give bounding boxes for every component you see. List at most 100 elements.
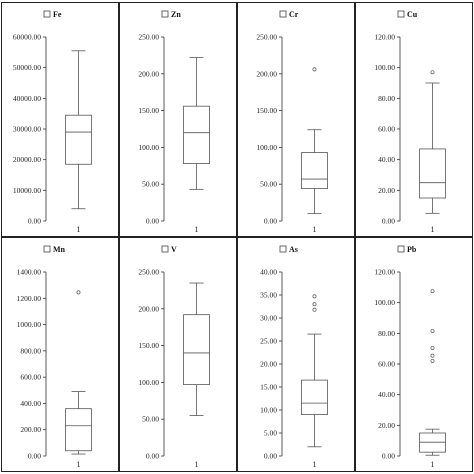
panel-title: Mn — [53, 245, 66, 254]
boxplot-svg: Fe 0.00 10000.00 20000.00 30000.00 40000.00 50… — [1, 2, 119, 237]
y-tick-label: 120.00 — [374, 33, 395, 42]
y-tick-label: 35.00 — [260, 291, 277, 300]
boxplot-svg: As 0.00 5.00 10.00 15.00 20.00 25.00 30.00 35.00… — [237, 237, 355, 472]
iqr-box — [301, 379, 328, 416]
boxplot-panel: Pb 0.00 20.00 40.00 60.00 80.00 100.00 120.00 1 — [355, 237, 473, 472]
panel-frame — [355, 237, 473, 472]
boxplot-panel: Fe 0.00 10000.00 20000.00 30000.00 40000.00 50… — [1, 2, 119, 237]
boxplot-panel: Mn 0.00 200.00 400.00 600.00 800.00 1000.00 120… — [1, 237, 119, 472]
y-tick-label: 200.00 — [256, 69, 277, 78]
panel-title: Cu — [407, 10, 418, 19]
panel-frame — [119, 237, 237, 472]
x-category-label: 1 — [195, 460, 199, 469]
legend-square — [279, 10, 287, 18]
panel-title: Zn — [171, 10, 181, 19]
y-tick-label: 60.00 — [378, 125, 395, 134]
boxplot-svg: Pb 0.00 20.00 40.00 60.00 80.00 100.00 120.00 1 — [355, 237, 473, 472]
y-tick-label: 40000.00 — [13, 94, 41, 103]
y-tick-label: 120.00 — [374, 268, 395, 277]
y-tick-label: 0.00 — [264, 217, 277, 226]
y-tick-label: 100.00 — [138, 143, 159, 152]
boxplot-svg: V 0.00 50.00 100.00 150.00 200.00 250.00 1 — [119, 237, 237, 472]
x-category-label: 1 — [77, 460, 81, 469]
x-category-label: 1 — [313, 225, 317, 234]
iqr-box — [65, 408, 92, 452]
y-tick-label: 20.00 — [378, 421, 395, 430]
y-tick-label: 0.00 — [382, 217, 395, 226]
outlier-point — [312, 67, 317, 72]
y-tick-label: 30000.00 — [13, 125, 41, 134]
y-tick-label: 20.00 — [260, 360, 277, 369]
y-tick-label: 0.00 — [146, 217, 159, 226]
y-tick-label: 150.00 — [256, 106, 277, 115]
outlier-point — [430, 70, 435, 75]
y-tick-label: 1000.00 — [17, 320, 42, 329]
y-tick-label: 40.00 — [260, 268, 277, 277]
outlier-point — [430, 358, 435, 363]
x-category-label: 1 — [77, 225, 81, 234]
legend-square — [397, 245, 405, 253]
panel-title: Fe — [53, 10, 62, 19]
y-tick-label: 200.00 — [138, 69, 159, 78]
legend-square — [279, 245, 287, 253]
panel-frame — [1, 237, 119, 472]
outlier-point — [312, 307, 317, 312]
iqr-box — [419, 148, 446, 199]
y-tick-label: 400.00 — [20, 399, 41, 408]
y-tick-label: 150.00 — [138, 341, 159, 350]
y-tick-label: 10.00 — [260, 406, 277, 415]
y-tick-label: 600.00 — [20, 373, 41, 382]
y-tick-label: 80.00 — [378, 329, 395, 338]
y-tick-label: 50.00 — [142, 180, 159, 189]
boxplot-panel: V 0.00 50.00 100.00 150.00 200.00 250.00 1 — [119, 237, 237, 472]
panel-title: V — [171, 245, 177, 254]
y-tick-label: 60000.00 — [13, 33, 41, 42]
y-tick-label: 60.00 — [378, 360, 395, 369]
y-tick-label: 150.00 — [138, 106, 159, 115]
y-tick-label: 20000.00 — [13, 155, 41, 164]
y-tick-label: 200.00 — [20, 425, 41, 434]
y-tick-label: 20.00 — [378, 186, 395, 195]
y-tick-label: 100.00 — [374, 298, 395, 307]
legend-square — [161, 245, 169, 253]
y-tick-label: 50.00 — [142, 415, 159, 424]
y-tick-label: 0.00 — [382, 452, 395, 461]
y-tick-label: 40.00 — [378, 390, 395, 399]
boxplot-panel: As 0.00 5.00 10.00 15.00 20.00 25.00 30.00 35.00… — [237, 237, 355, 472]
y-tick-label: 100.00 — [256, 143, 277, 152]
y-tick-label: 40.00 — [378, 155, 395, 164]
boxplot-svg: Cu 0.00 20.00 40.00 60.00 80.00 100.00 120.00 1 — [355, 2, 473, 237]
iqr-box — [183, 314, 210, 386]
y-tick-label: 25.00 — [260, 337, 277, 346]
panel-title: Cr — [289, 10, 299, 19]
boxplot-panel: Cu 0.00 20.00 40.00 60.00 80.00 100.00 120.00 1 — [355, 2, 473, 237]
panel-title: As — [289, 245, 298, 254]
boxplot-panel: Cr 0.00 50.00 100.00 150.00 200.00 250.00 1 — [237, 2, 355, 237]
x-category-label: 1 — [195, 225, 199, 234]
y-tick-label: 5.00 — [264, 429, 277, 438]
y-tick-label: 800.00 — [20, 346, 41, 355]
y-tick-label: 0.00 — [28, 452, 41, 461]
panel-frame — [1, 2, 119, 237]
outlier-point — [430, 289, 435, 294]
outlier-point — [312, 302, 317, 307]
boxplot-svg: Cr 0.00 50.00 100.00 150.00 200.00 250.00 1 — [237, 2, 355, 237]
boxplot-svg: Zn 0.00 50.00 100.00 150.00 200.00 250.00 1 — [119, 2, 237, 237]
iqr-box — [301, 152, 328, 190]
y-tick-label: 250.00 — [138, 33, 159, 42]
y-tick-label: 50.00 — [260, 180, 277, 189]
y-tick-label: 50000.00 — [13, 63, 41, 72]
panel-frame — [237, 237, 355, 472]
outlier-point — [430, 345, 435, 350]
outlier-point — [430, 353, 435, 358]
outlier-point — [312, 294, 317, 299]
legend-square — [161, 10, 169, 18]
y-tick-label: 250.00 — [138, 268, 159, 277]
panel-frame — [237, 2, 355, 237]
legend-square — [43, 10, 51, 18]
iqr-box — [65, 114, 92, 165]
y-tick-label: 80.00 — [378, 94, 395, 103]
y-tick-label: 0.00 — [28, 217, 41, 226]
x-category-label: 1 — [313, 460, 317, 469]
